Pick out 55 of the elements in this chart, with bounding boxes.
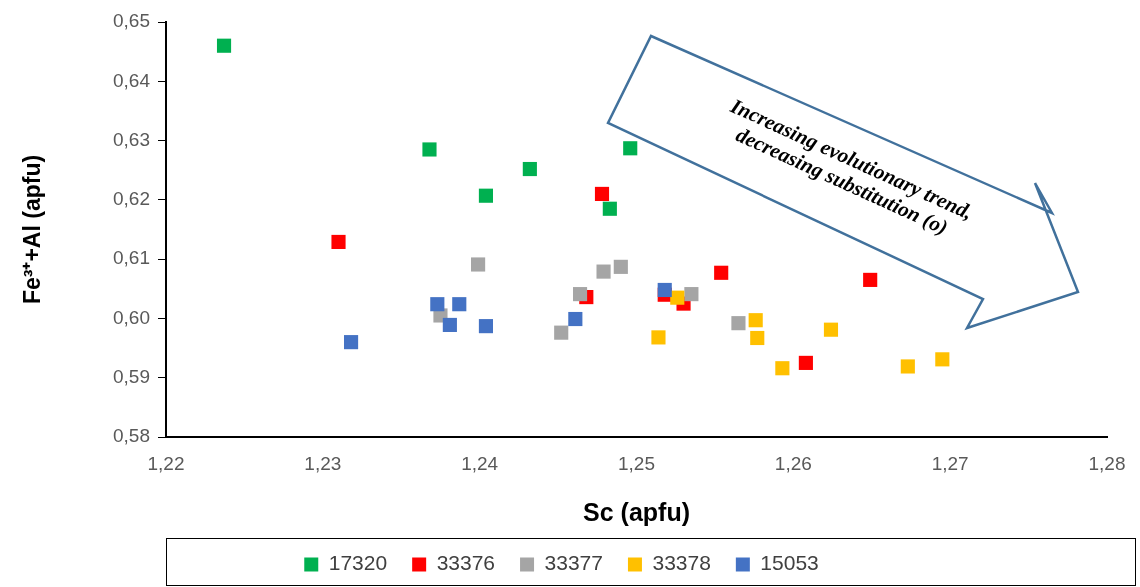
point [478, 188, 494, 203]
point [471, 257, 486, 272]
point [748, 313, 763, 328]
legend-label: 33378 [652, 551, 711, 575]
point [442, 317, 457, 333]
x-tick-label: 1,22 [147, 452, 185, 474]
x-tick-label: 1,25 [618, 452, 655, 474]
point [422, 142, 437, 157]
y-tick-label: 0,59 [113, 365, 150, 387]
x-tick-label: 1,28 [1088, 452, 1126, 474]
point [623, 141, 638, 156]
point [522, 161, 537, 177]
point [594, 186, 610, 201]
y-tick-label: 0,61 [113, 247, 150, 269]
x-tick-label: 1,26 [774, 452, 812, 474]
point [823, 322, 839, 337]
point [596, 264, 611, 279]
legend-label: 33377 [544, 551, 603, 575]
point [657, 282, 672, 298]
y-tick-label: 0,62 [113, 188, 150, 210]
y-axis-title: Fe³⁺+Al (apfu) [19, 154, 46, 305]
point [714, 265, 729, 280]
point [452, 297, 467, 312]
legend-label: 33376 [436, 551, 496, 575]
x-tick-label: 1,23 [304, 452, 342, 474]
point [651, 330, 666, 345]
y-tick-label: 0,64 [113, 69, 151, 91]
point [670, 290, 685, 305]
point [430, 297, 445, 312]
legend-label: 15053 [760, 551, 819, 575]
point [572, 287, 588, 302]
x-tick-label: 1,27 [931, 452, 969, 474]
point [331, 234, 346, 250]
point [216, 38, 232, 53]
x-axis-title: Sc (apfu) [583, 497, 690, 526]
point [731, 316, 746, 331]
x-tick-label: 1,24 [461, 452, 499, 474]
point [935, 352, 950, 367]
point [900, 359, 915, 374]
point [568, 311, 583, 327]
y-tick-label: 0,60 [113, 306, 150, 328]
point [863, 272, 878, 287]
legend-label: 17320 [328, 551, 388, 575]
point [798, 355, 813, 370]
y-tick-label: 0,63 [113, 128, 150, 150]
point [750, 330, 765, 346]
point [343, 335, 359, 350]
y-tick-label: 0,65 [113, 10, 150, 32]
point [602, 201, 617, 216]
point [613, 259, 628, 274]
y-tick-label: 0,58 [113, 425, 150, 447]
point [684, 287, 699, 302]
point [478, 319, 494, 334]
point [775, 361, 790, 376]
point [554, 325, 569, 340]
